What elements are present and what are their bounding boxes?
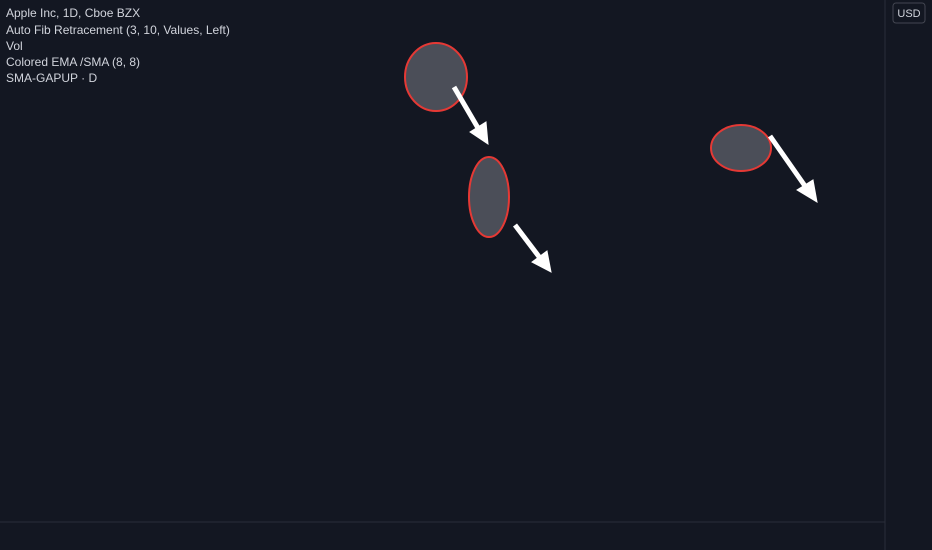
currency-box[interactable]	[892, 2, 926, 24]
highlight-circle	[468, 156, 510, 238]
legend: Apple Inc, 1D, Cboe BZX Auto Fib Retrace…	[6, 6, 230, 85]
arrow	[451, 85, 481, 130]
arrow-head	[531, 250, 552, 273]
currency-label[interactable]: USD	[897, 8, 920, 20]
arrow-head	[796, 179, 818, 203]
indicator-label: SMA-GAPUP · D	[6, 71, 97, 85]
highlight-circle	[404, 42, 468, 112]
indicator-label: Vol	[6, 39, 23, 53]
annotations	[404, 42, 818, 273]
chart-title: Apple Inc, 1D, Cboe BZX	[6, 6, 140, 20]
arrows	[451, 85, 818, 273]
arrow-head	[469, 121, 489, 145]
arrow	[767, 134, 808, 188]
highlight-circle	[710, 124, 772, 172]
indicator-label: Auto Fib Retracement (3, 10, Values, Lef…	[6, 23, 230, 37]
arrow	[513, 223, 542, 260]
indicator-label: Colored EMA /SMA (8, 8)	[6, 55, 140, 69]
